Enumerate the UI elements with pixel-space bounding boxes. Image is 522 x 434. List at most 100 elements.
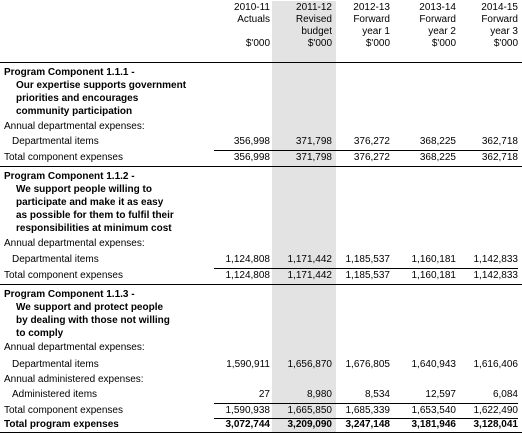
total-row: Total component expenses 356,998 371,798… bbox=[0, 152, 522, 164]
cell-value: 362,718 bbox=[481, 152, 518, 163]
row-label: Administered items bbox=[12, 389, 98, 400]
cell-value: 1,171,442 bbox=[287, 254, 333, 265]
cell-value: 1,124,808 bbox=[225, 254, 271, 265]
header-rule bbox=[0, 62, 522, 63]
cell-value: 1,640,943 bbox=[411, 359, 457, 370]
component-title-line: Program Component 1.1.3 - bbox=[4, 289, 135, 300]
component-title-line: We support and protect people bbox=[16, 302, 164, 313]
cell-value: 1,142,833 bbox=[473, 254, 519, 265]
column-header-2011-12: 2011-12 Revised budget $'000 bbox=[268, 2, 332, 50]
total-row: Total component expenses 1,124,808 1,171… bbox=[0, 270, 522, 282]
cell-value: 362,718 bbox=[481, 136, 518, 147]
cell-value: 3,181,946 bbox=[411, 419, 457, 430]
row-label: Total program expenses bbox=[4, 419, 119, 430]
component-title-line: We support people willing to bbox=[16, 184, 152, 195]
cell-value: 356,998 bbox=[233, 152, 270, 163]
row-label: Departmental items bbox=[12, 254, 99, 265]
column-subtitle: Forward bbox=[353, 14, 390, 25]
component-title: Program Component 1.1.3 - We support and… bbox=[4, 288, 170, 340]
column-unit: $'000 bbox=[493, 38, 518, 49]
component-title: Program Component 1.1.1 - Our expertise … bbox=[4, 66, 186, 118]
cell-value: 1,185,537 bbox=[345, 270, 391, 281]
component-title-line: by dealing with those not willing bbox=[16, 315, 170, 326]
component-title-line: as possible for them to fulfil their bbox=[16, 210, 174, 221]
cell-value: 27 bbox=[258, 389, 270, 400]
table-row: Departmental items 1,124,808 1,171,442 1… bbox=[0, 254, 522, 266]
cell-value: 1,160,181 bbox=[411, 254, 457, 265]
column-unit: $'000 bbox=[431, 38, 456, 49]
row-label: Departmental items bbox=[12, 136, 99, 147]
component-title: Program Component 1.1.2 - We support peo… bbox=[4, 170, 174, 235]
subtotal-rule bbox=[214, 403, 518, 404]
column-unit: $'000 bbox=[307, 38, 332, 49]
column-header-2010-11: 2010-11 Actuals $'000 bbox=[206, 2, 270, 50]
subtotal-rule bbox=[214, 418, 518, 419]
cell-value: 8,534 bbox=[364, 389, 390, 400]
revised-budget-column-shading bbox=[272, 1, 336, 433]
cell-value: 3,209,090 bbox=[287, 419, 333, 430]
cell-value: 1,124,808 bbox=[225, 270, 271, 281]
cell-value: 3,072,744 bbox=[225, 419, 271, 430]
cell-value: 1,590,938 bbox=[225, 405, 271, 416]
row-label: Total component expenses bbox=[4, 405, 123, 416]
cell-value: 1,685,339 bbox=[345, 405, 391, 416]
column-subtitle-2 bbox=[206, 26, 270, 38]
cell-value: 1,590,911 bbox=[226, 359, 270, 370]
column-header-2012-13: 2012-13 Forward year 1 $'000 bbox=[326, 2, 390, 50]
section-rule bbox=[0, 284, 522, 285]
cell-value: 1,171,442 bbox=[287, 270, 333, 281]
cell-value: 1,656,870 bbox=[287, 359, 333, 370]
column-subtitle-2: year 2 bbox=[428, 26, 456, 37]
program-total-row: Total program expenses 3,072,744 3,209,0… bbox=[0, 419, 522, 431]
cell-value: 371,798 bbox=[295, 136, 332, 147]
component-title-line: Program Component 1.1.2 - bbox=[4, 171, 135, 182]
component-title-line: participate and make it as easy bbox=[16, 197, 164, 208]
table-row: Departmental items 1,590,911 1,656,870 1… bbox=[0, 359, 522, 371]
column-year: 2010-11 bbox=[234, 2, 270, 13]
component-title-line: community participation bbox=[16, 106, 133, 117]
row-label: Total component expenses bbox=[4, 270, 123, 281]
column-unit: $'000 bbox=[365, 38, 390, 49]
section-label: Annual departmental expenses: bbox=[4, 342, 145, 353]
cell-value: 1,160,181 bbox=[411, 270, 457, 281]
column-unit: $'000 bbox=[245, 38, 270, 49]
column-subtitle: Forward bbox=[419, 14, 456, 25]
cell-value: 1,676,805 bbox=[345, 359, 391, 370]
total-row: Total component expenses 1,590,938 1,665… bbox=[0, 405, 522, 417]
section-rule bbox=[0, 166, 522, 167]
row-label: Departmental items bbox=[12, 359, 99, 370]
component-title-line: responsibilities at minimum cost bbox=[16, 223, 172, 234]
column-year: 2011-12 bbox=[296, 2, 332, 13]
bottom-rule bbox=[0, 432, 522, 433]
section-label: Annual departmental expenses: bbox=[4, 121, 145, 132]
component-title-line: Program Component 1.1.1 - bbox=[4, 67, 135, 78]
column-subtitle: Actuals bbox=[237, 14, 270, 25]
cell-value: 3,128,041 bbox=[473, 419, 519, 430]
cell-value: 376,272 bbox=[353, 152, 390, 163]
column-subtitle-2: budget bbox=[301, 26, 332, 37]
component-title-line: to comply bbox=[16, 328, 64, 339]
cell-value: 6,084 bbox=[492, 389, 518, 400]
section-label: Annual departmental expenses: bbox=[4, 238, 145, 249]
column-year: 2014-15 bbox=[481, 2, 518, 13]
subtotal-rule bbox=[214, 150, 518, 151]
cell-value: 1,653,540 bbox=[411, 405, 457, 416]
cell-value: 356,998 bbox=[233, 136, 270, 147]
cell-value: 1,616,406 bbox=[473, 359, 519, 370]
cell-value: 1,142,833 bbox=[473, 270, 519, 281]
cell-value: 371,798 bbox=[295, 152, 332, 163]
column-header-2013-14: 2013-14 Forward year 2 $'000 bbox=[392, 2, 456, 50]
table-row: Administered items 27 8,980 8,534 12,597… bbox=[0, 389, 522, 401]
cell-value: 12,597 bbox=[425, 389, 456, 400]
component-title-line: Our expertise supports government bbox=[16, 80, 187, 91]
column-subtitle-2: year 3 bbox=[490, 26, 518, 37]
cell-value: 8,980 bbox=[306, 389, 332, 400]
column-subtitle: Forward bbox=[481, 14, 518, 25]
cell-value: 3,247,148 bbox=[345, 419, 391, 430]
cell-value: 1,185,537 bbox=[345, 254, 391, 265]
cell-value: 368,225 bbox=[419, 136, 456, 147]
cell-value: 368,225 bbox=[419, 152, 456, 163]
column-header-2014-15: 2014-15 Forward year 3 $'000 bbox=[454, 2, 518, 50]
column-year: 2012-13 bbox=[353, 2, 390, 13]
column-subtitle-2: year 1 bbox=[362, 26, 390, 37]
